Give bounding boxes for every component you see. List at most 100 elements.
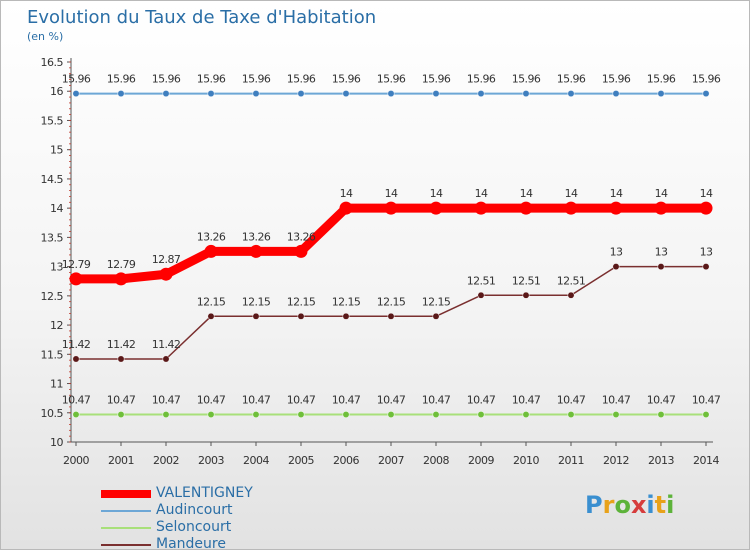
logo-letter: i [666, 491, 675, 519]
data-label: 13.26 [287, 230, 316, 243]
data-point [567, 90, 575, 98]
legend-label: Seloncourt [156, 519, 232, 535]
data-label: 12.79 [62, 258, 91, 271]
data-label: 11.42 [62, 338, 91, 351]
data-point [474, 201, 488, 215]
y-tick-label: 12 [50, 319, 63, 332]
data-point [204, 244, 218, 258]
data-label: 10.47 [377, 394, 406, 407]
data-point [477, 291, 485, 299]
data-point [432, 411, 440, 418]
x-tick-label: 2013 [648, 454, 674, 467]
data-point [159, 267, 173, 281]
data-label: 14 [610, 187, 623, 200]
data-label: 12.15 [332, 295, 361, 308]
y-tick-label: 11 [50, 378, 63, 391]
x-tick-label: 2007 [378, 454, 404, 467]
x-tick-label: 2003 [198, 454, 224, 467]
data-label: 14 [655, 187, 668, 200]
legend-swatch [101, 527, 151, 529]
data-label: 14 [520, 187, 533, 200]
data-label: 15.96 [692, 73, 721, 86]
logo-letter: t [654, 491, 667, 519]
x-tick-label: 2001 [108, 454, 134, 467]
proxiti-logo: Proxiti [585, 491, 674, 519]
data-point [72, 90, 80, 98]
data-label: 12.51 [467, 274, 496, 287]
data-label: 13 [655, 246, 668, 259]
data-point [612, 411, 620, 418]
data-point [117, 355, 125, 363]
data-point [432, 312, 440, 320]
data-point [387, 411, 395, 418]
data-point [342, 90, 350, 98]
data-label: 10.47 [692, 394, 721, 407]
data-point [654, 201, 668, 215]
legend-label: Mandeure [156, 536, 226, 552]
data-label: 12.15 [287, 295, 316, 308]
x-tick-label: 2012 [603, 454, 629, 467]
data-label: 10.47 [512, 394, 541, 407]
x-tick-label: 2009 [468, 454, 494, 467]
data-label: 12.15 [242, 295, 271, 308]
data-point [117, 411, 125, 418]
y-tick-label: 15.5 [41, 114, 64, 127]
data-label: 15.96 [557, 73, 586, 86]
x-tick-label: 2004 [243, 454, 269, 467]
logo-letter: i [646, 491, 655, 519]
data-label: 14 [700, 187, 713, 200]
y-tick-label: 14 [50, 202, 63, 215]
data-label: 12.51 [557, 274, 586, 287]
data-point [162, 411, 170, 418]
data-point [564, 201, 578, 215]
data-point [249, 244, 263, 258]
data-label: 10.47 [242, 394, 271, 407]
y-tick-label: 10.5 [41, 407, 64, 420]
data-point [252, 90, 260, 98]
data-label: 10.47 [332, 394, 361, 407]
data-point [387, 90, 395, 98]
data-point [567, 291, 575, 299]
data-point [72, 411, 80, 418]
data-label: 10.47 [107, 394, 136, 407]
data-label: 10.47 [557, 394, 586, 407]
data-label: 12.87 [152, 253, 181, 266]
data-point [297, 312, 305, 320]
data-label: 12.15 [422, 295, 451, 308]
data-point [72, 355, 80, 363]
data-point [339, 201, 353, 215]
data-label: 12.51 [512, 274, 541, 287]
data-label: 10.47 [197, 394, 226, 407]
data-point [342, 312, 350, 320]
y-tick-label: 13 [50, 261, 63, 274]
y-tick-label: 12.5 [41, 290, 64, 303]
chart-title: Evolution du Taux de Taxe d'Habitation [27, 7, 377, 28]
data-label: 10.47 [62, 394, 91, 407]
data-label: 15.96 [197, 73, 226, 86]
data-label: 15.96 [242, 73, 271, 86]
logo-letter: r [602, 491, 615, 519]
data-point [612, 90, 620, 98]
data-point [519, 201, 533, 215]
data-label: 15.96 [152, 73, 181, 86]
data-point [297, 411, 305, 418]
data-label: 10.47 [602, 394, 631, 407]
data-label: 10.47 [287, 394, 316, 407]
data-point [384, 201, 398, 215]
data-label: 15.96 [287, 73, 316, 86]
data-point [432, 90, 440, 98]
data-label: 12.15 [197, 295, 226, 308]
data-label: 15.96 [602, 73, 631, 86]
y-tick-label: 16 [50, 85, 63, 98]
y-tick-label: 15 [50, 144, 63, 157]
logo-letter: x [630, 491, 647, 519]
data-label: 10.47 [467, 394, 496, 407]
data-label: 11.42 [152, 338, 181, 351]
data-label: 14 [430, 187, 443, 200]
x-tick-label: 2006 [333, 454, 359, 467]
data-label: 10.47 [152, 394, 181, 407]
data-label: 14 [565, 187, 578, 200]
x-tick-label: 2014 [693, 454, 719, 467]
y-tick-label: 11.5 [41, 348, 64, 361]
